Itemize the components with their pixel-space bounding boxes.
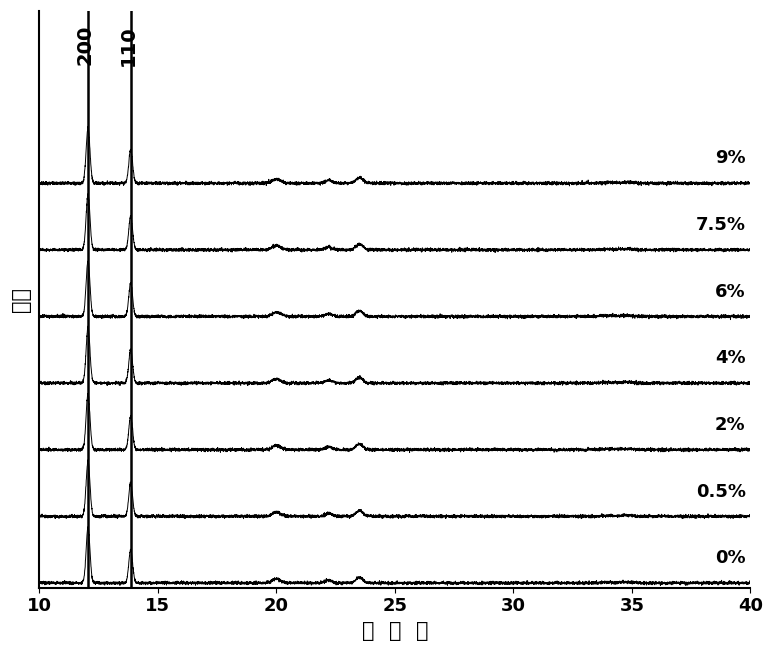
Text: 7.5%: 7.5%	[696, 216, 745, 234]
Text: 200: 200	[76, 25, 94, 65]
Text: 110: 110	[118, 25, 137, 66]
Text: 6%: 6%	[715, 283, 745, 301]
X-axis label: 衍  射  角: 衍 射 角	[361, 621, 428, 641]
Text: 0.5%: 0.5%	[696, 482, 745, 501]
Text: 4%: 4%	[715, 349, 745, 367]
Y-axis label: 强度: 强度	[11, 287, 31, 312]
Text: 9%: 9%	[715, 149, 745, 168]
Text: 0%: 0%	[715, 549, 745, 567]
Text: 2%: 2%	[715, 416, 745, 434]
